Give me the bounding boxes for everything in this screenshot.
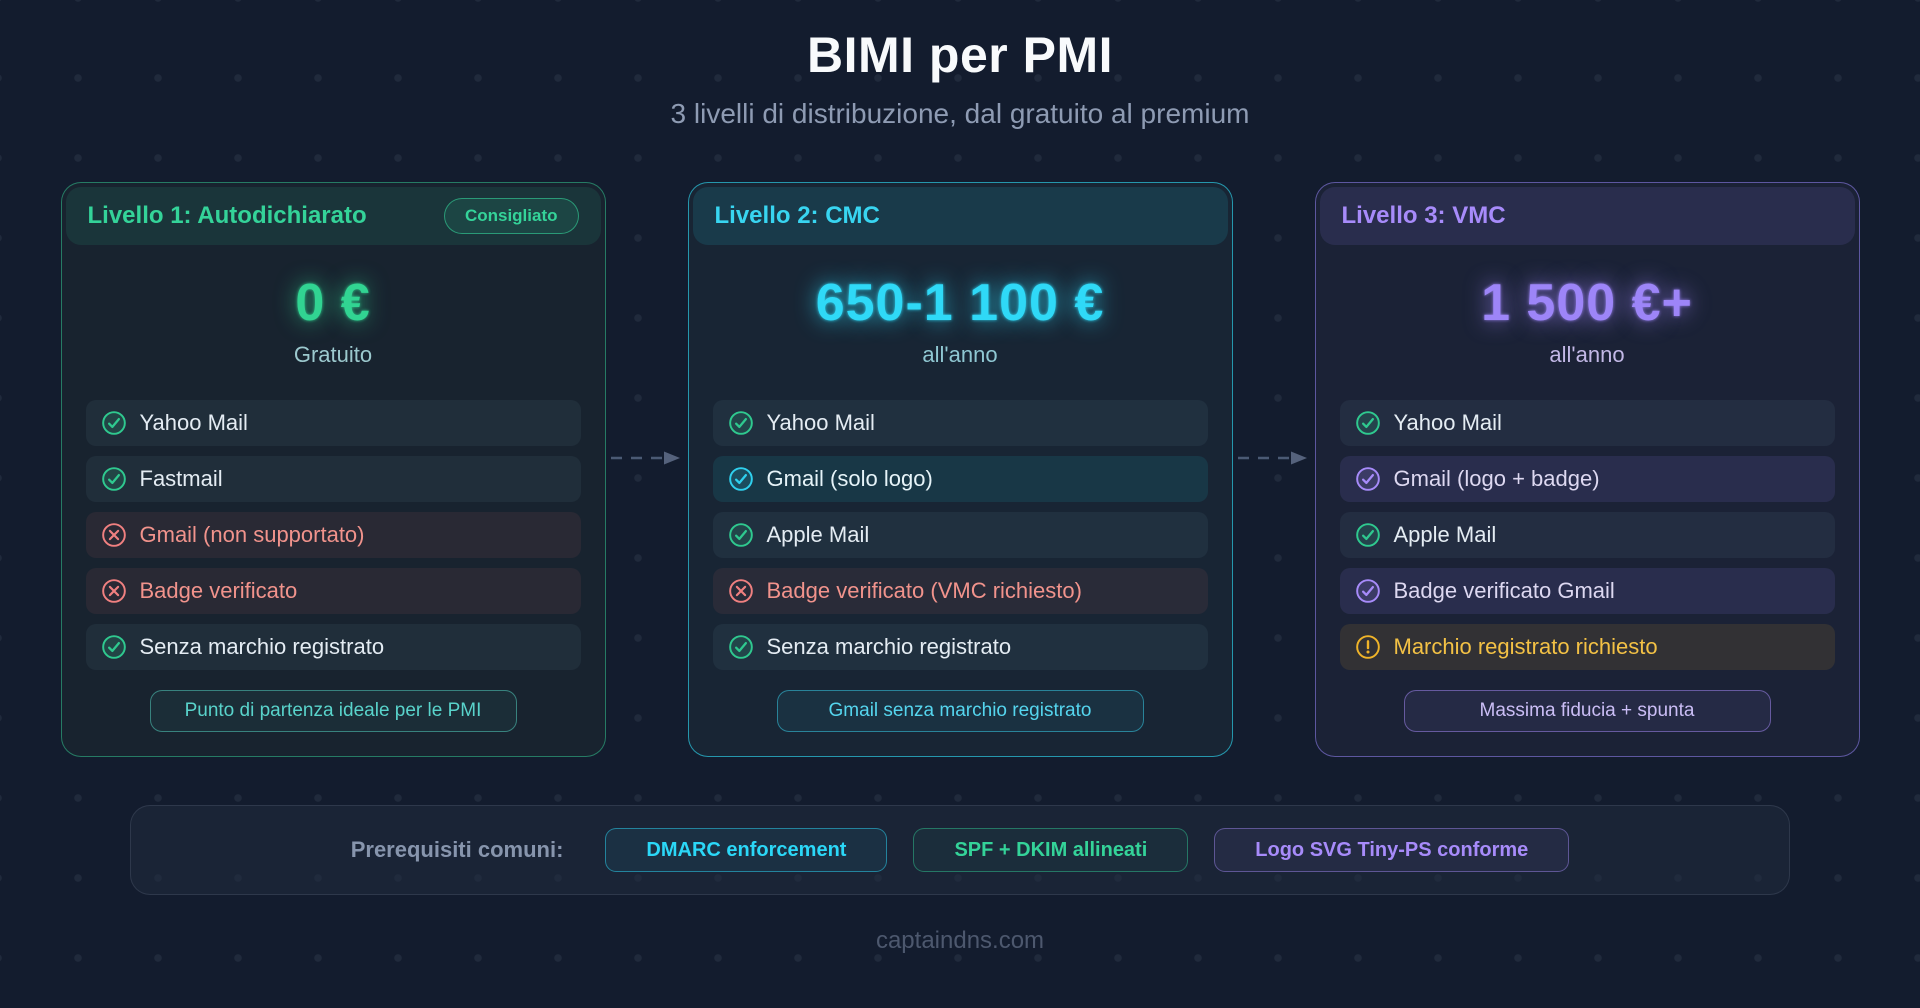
feature-row: Yahoo Mail xyxy=(712,400,1208,447)
feature-label: Yahoo Mail xyxy=(139,410,248,436)
tier3-period: all'anno xyxy=(1549,342,1625,368)
tier1-header: Livello 1: Autodichiarato Consigliato xyxy=(65,187,601,245)
feature-label: Yahoo Mail xyxy=(766,410,875,436)
check-circle-icon xyxy=(1355,578,1381,604)
tier1-title: Livello 1: Autodichiarato xyxy=(87,202,367,229)
tier3-note: Massima fiducia + spunta xyxy=(1403,690,1771,733)
feature-label: Gmail (solo logo) xyxy=(766,466,933,492)
tier3-header: Livello 3: VMC xyxy=(1319,187,1855,245)
prereq-pill-dmarc: DMARC enforcement xyxy=(605,828,888,873)
prerequisites-label: Prerequisiti comuni: xyxy=(350,837,564,863)
feature-row: Senza marchio registrato xyxy=(85,624,581,671)
check-circle-icon xyxy=(101,466,127,492)
feature-label: Senza marchio registrato xyxy=(766,634,1012,660)
feature-row: Gmail (logo + badge) xyxy=(1339,456,1835,503)
tiers-row: Livello 1: Autodichiarato Consigliato 0 … xyxy=(0,182,1920,758)
feature-row: Badge verificato (VMC richiesto) xyxy=(712,568,1208,615)
feature-label: Marchio registrato richiesto xyxy=(1393,634,1658,660)
prereq-pill-spf-dkim: SPF + DKIM allineati xyxy=(913,828,1189,873)
feature-row: Yahoo Mail xyxy=(85,400,581,447)
prereq-pill-logo-svg: Logo SVG Tiny-PS conforme xyxy=(1214,828,1570,873)
tier2-feature-list: Yahoo Mail Gmail (solo logo) Apple Mail … xyxy=(689,400,1232,671)
feature-row: Senza marchio registrato xyxy=(712,624,1208,671)
tier1-feature-list: Yahoo Mail Fastmail Gmail (non supportat… xyxy=(62,400,605,671)
tier2-title: Livello 2: CMC xyxy=(714,202,880,229)
page-subtitle: 3 livelli di distribuzione, dal gratuito… xyxy=(670,98,1250,129)
tier2-period: all'anno xyxy=(922,342,998,368)
feature-row: Badge verificato Gmail xyxy=(1339,568,1835,615)
recommended-badge: Consigliato xyxy=(443,198,579,234)
feature-label: Gmail (logo + badge) xyxy=(1393,466,1600,492)
feature-row: Apple Mail xyxy=(1339,512,1835,559)
check-circle-icon xyxy=(1355,410,1381,436)
feature-row: Apple Mail xyxy=(712,512,1208,559)
feature-label: Badge verificato Gmail xyxy=(1393,578,1615,604)
prerequisites-bar: Prerequisiti comuni: DMARC enforcement S… xyxy=(130,805,1790,896)
check-circle-icon xyxy=(101,634,127,660)
feature-label: Gmail (non supportato) xyxy=(139,522,365,548)
tier2-price-block: 650-1 100 € all'anno xyxy=(689,274,1232,368)
check-circle-icon xyxy=(728,522,754,548)
dashed-arrow-right-icon xyxy=(606,182,688,466)
site-url: captaindns.com xyxy=(875,927,1045,955)
tier3-price: 1 500 €+ xyxy=(1481,274,1693,332)
tier2-note: Gmail senza marchio registrato xyxy=(776,690,1144,733)
feature-row: Fastmail xyxy=(85,456,581,503)
feature-label: Fastmail xyxy=(139,466,223,492)
tier1-price-block: 0 € Gratuito xyxy=(62,274,605,368)
page-header: BIMI per PMI 3 livelli di distribuzione,… xyxy=(0,0,1920,130)
tier-card-livello-1: Livello 1: Autodichiarato Consigliato 0 … xyxy=(60,182,606,758)
feature-row: Marchio registrato richiesto xyxy=(1339,624,1835,671)
page-title: BIMI per PMI xyxy=(806,27,1114,83)
check-circle-icon xyxy=(728,466,754,492)
feature-row: Gmail (non supportato) xyxy=(85,512,581,559)
feature-label: Senza marchio registrato xyxy=(139,634,385,660)
check-circle-icon xyxy=(1355,522,1381,548)
feature-label: Apple Mail xyxy=(766,522,870,548)
feature-label: Badge verificato (VMC richiesto) xyxy=(766,578,1082,604)
cross-circle-icon xyxy=(101,578,127,604)
cross-circle-icon xyxy=(728,578,754,604)
feature-row: Gmail (solo logo) xyxy=(712,456,1208,503)
tier3-feature-list: Yahoo Mail Gmail (logo + badge) Apple Ma… xyxy=(1316,400,1859,671)
feature-label: Badge verificato xyxy=(139,578,298,604)
feature-label: Apple Mail xyxy=(1393,522,1497,548)
tier1-note: Punto di partenza ideale per le PMI xyxy=(149,690,517,733)
cross-circle-icon xyxy=(101,522,127,548)
dashed-arrow-right-icon xyxy=(1233,182,1315,466)
tier1-period: Gratuito xyxy=(293,342,373,368)
warning-circle-icon xyxy=(1355,634,1381,660)
feature-row: Yahoo Mail xyxy=(1339,400,1835,447)
check-circle-icon xyxy=(728,410,754,436)
check-circle-icon xyxy=(728,634,754,660)
tier3-price-block: 1 500 €+ all'anno xyxy=(1316,274,1859,368)
tier3-title: Livello 3: VMC xyxy=(1341,202,1506,229)
tier2-price: 650-1 100 € xyxy=(815,274,1105,332)
check-circle-icon xyxy=(101,410,127,436)
feature-row: Badge verificato xyxy=(85,568,581,615)
tier-card-livello-2: Livello 2: CMC 650-1 100 € all'anno Yaho… xyxy=(687,182,1233,758)
check-circle-icon xyxy=(1355,466,1381,492)
feature-label: Yahoo Mail xyxy=(1393,410,1502,436)
tier2-header: Livello 2: CMC xyxy=(692,187,1228,245)
tier-card-livello-3: Livello 3: VMC 1 500 €+ all'anno Yahoo M… xyxy=(1314,182,1860,758)
tier1-price: 0 € xyxy=(295,274,371,332)
